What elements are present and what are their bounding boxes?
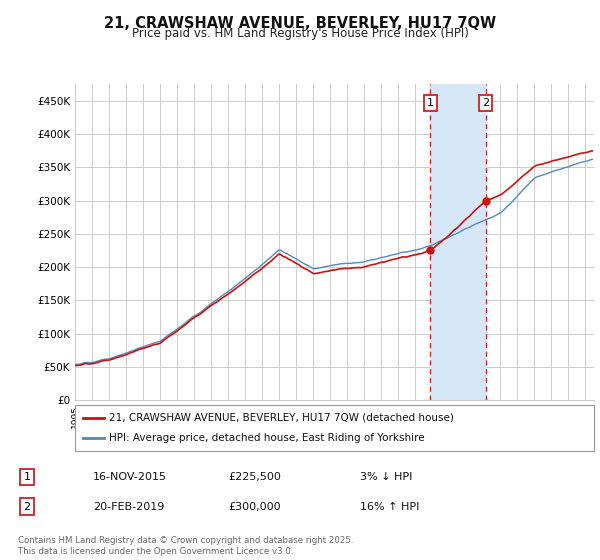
Text: Contains HM Land Registry data © Crown copyright and database right 2025.
This d: Contains HM Land Registry data © Crown c… <box>18 536 353 556</box>
Text: HPI: Average price, detached house, East Riding of Yorkshire: HPI: Average price, detached house, East… <box>109 433 424 443</box>
Text: Price paid vs. HM Land Registry's House Price Index (HPI): Price paid vs. HM Land Registry's House … <box>131 27 469 40</box>
Text: 21, CRAWSHAW AVENUE, BEVERLEY, HU17 7QW: 21, CRAWSHAW AVENUE, BEVERLEY, HU17 7QW <box>104 16 496 31</box>
Text: 16-NOV-2015: 16-NOV-2015 <box>93 472 167 482</box>
Bar <box>430 84 485 400</box>
Text: 3% ↓ HPI: 3% ↓ HPI <box>360 472 412 482</box>
Text: 20-FEB-2019: 20-FEB-2019 <box>93 502 164 512</box>
Text: 2: 2 <box>23 502 31 512</box>
Text: 1: 1 <box>23 472 31 482</box>
Text: 16% ↑ HPI: 16% ↑ HPI <box>360 502 419 512</box>
Text: £225,500: £225,500 <box>228 472 281 482</box>
Text: 21, CRAWSHAW AVENUE, BEVERLEY, HU17 7QW (detached house): 21, CRAWSHAW AVENUE, BEVERLEY, HU17 7QW … <box>109 413 454 423</box>
Text: £300,000: £300,000 <box>228 502 281 512</box>
Text: 2: 2 <box>482 98 489 108</box>
Text: 1: 1 <box>427 98 434 108</box>
